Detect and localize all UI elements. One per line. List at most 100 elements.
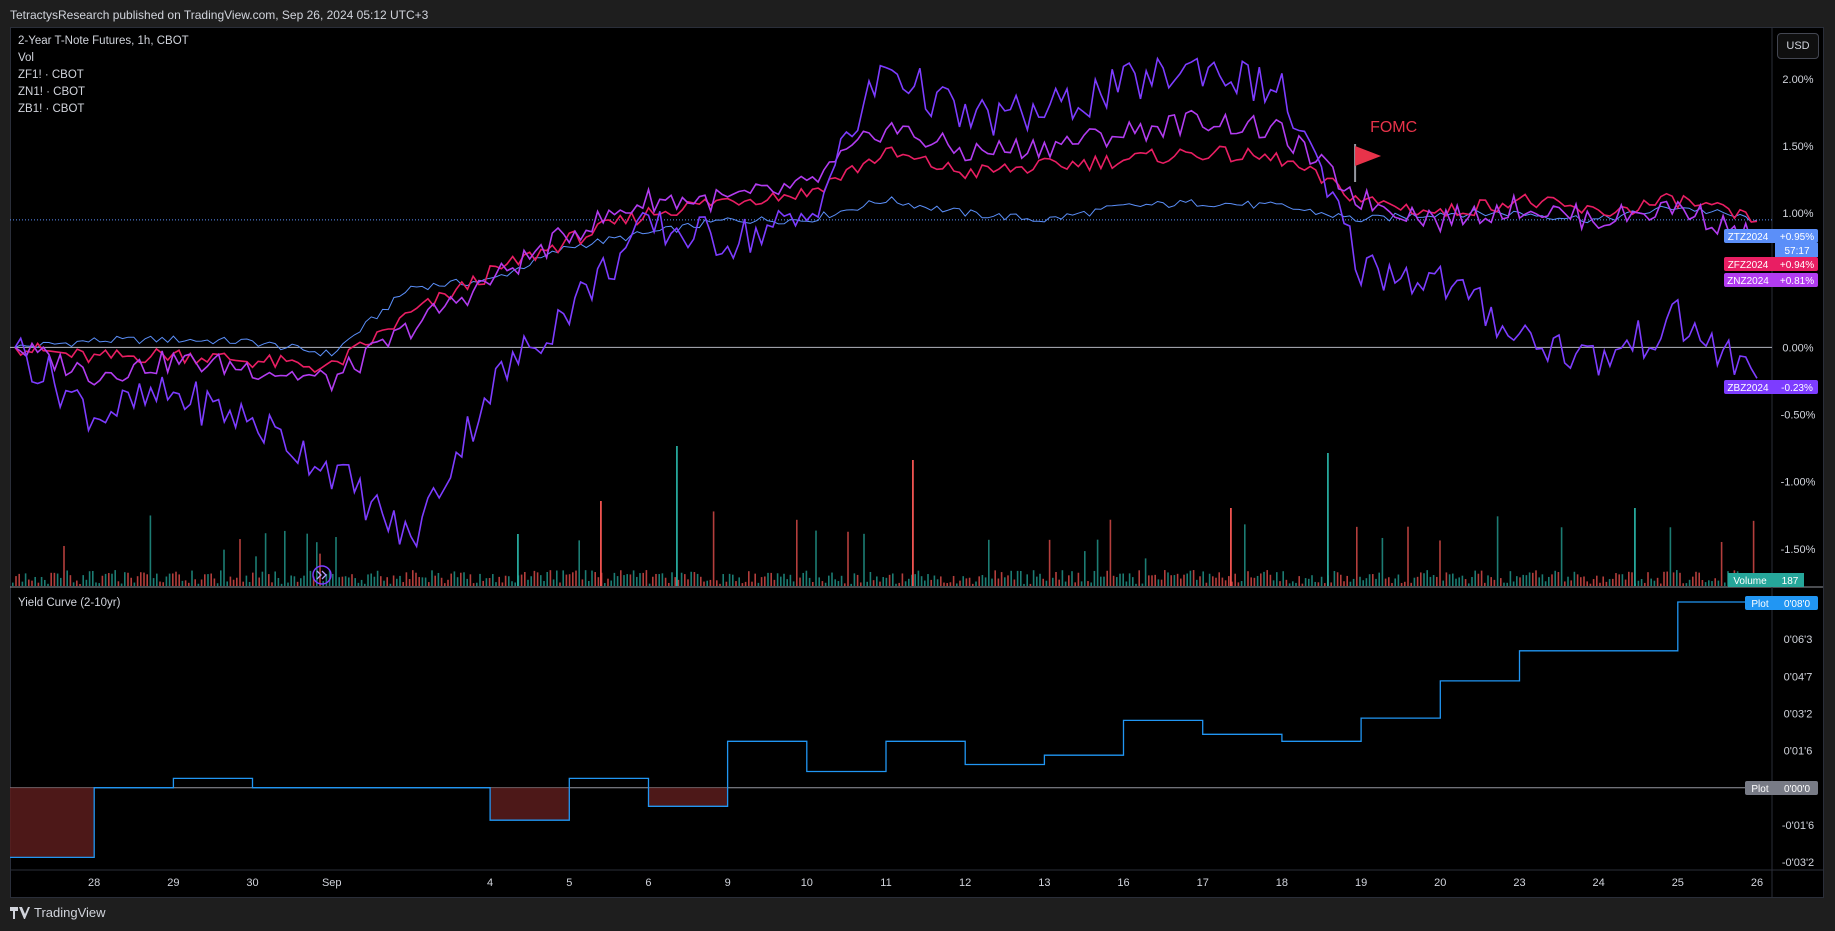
volume-bar bbox=[1064, 581, 1067, 586]
x-tick-label: 6 bbox=[645, 877, 651, 889]
volume-bar bbox=[866, 581, 868, 586]
volume-bar bbox=[1230, 508, 1232, 586]
volume-bar bbox=[1071, 571, 1073, 586]
volume-bar bbox=[1250, 577, 1252, 586]
volume-bar bbox=[31, 580, 33, 586]
negative-spread-area bbox=[648, 787, 728, 807]
y-tick-label: 0.00% bbox=[1782, 342, 1813, 354]
x-tick-label: 18 bbox=[1276, 877, 1288, 889]
countdown-text: 57:17 bbox=[1784, 246, 1809, 257]
volume-bar bbox=[1103, 576, 1105, 586]
volume-bar bbox=[1423, 573, 1425, 586]
volume-bar bbox=[930, 579, 932, 586]
volume-bar bbox=[856, 574, 859, 586]
volume-bar bbox=[1052, 577, 1054, 586]
volume-bar bbox=[274, 571, 276, 586]
legend-zb[interactable]: ZB1! · CBOT bbox=[18, 103, 85, 115]
volume-bar bbox=[367, 574, 369, 586]
volume-bar bbox=[1432, 575, 1435, 586]
volume-bar bbox=[1269, 574, 1272, 586]
volume-bar bbox=[575, 570, 577, 586]
volume-bar bbox=[412, 570, 414, 586]
volume-bar bbox=[600, 501, 602, 586]
volume-bar bbox=[748, 571, 750, 586]
volume-bar bbox=[1292, 581, 1294, 586]
volume-bar bbox=[1512, 581, 1515, 586]
volume-bar bbox=[700, 576, 702, 586]
currency-button[interactable]: USD bbox=[1777, 33, 1819, 59]
volume-bar bbox=[1551, 574, 1553, 586]
volume-bar bbox=[581, 579, 584, 586]
volume-bar bbox=[1621, 574, 1624, 586]
volume-bar bbox=[1608, 579, 1611, 586]
volume-bar bbox=[149, 515, 152, 586]
volume-bar bbox=[1448, 574, 1451, 586]
volume-bar bbox=[1628, 571, 1630, 586]
fomc-flag[interactable]: FOMC bbox=[1354, 119, 1417, 182]
volume-bar bbox=[912, 460, 914, 586]
volume-bar bbox=[40, 576, 43, 586]
volume-bar bbox=[1663, 571, 1665, 586]
volume-bar bbox=[1048, 539, 1051, 586]
volume-bar bbox=[1068, 575, 1070, 586]
volume-bar bbox=[1573, 571, 1576, 586]
legend-title[interactable]: 2-Year T-Note Futures, 1h, CBOT bbox=[18, 35, 189, 47]
volume-bar bbox=[1304, 578, 1307, 586]
volume-bar bbox=[1100, 576, 1102, 586]
legend-vol[interactable]: Vol bbox=[18, 52, 34, 64]
volume-bar bbox=[828, 575, 830, 586]
volume-bar bbox=[229, 576, 232, 586]
volume-bar bbox=[1109, 519, 1112, 586]
volume-bar bbox=[546, 571, 548, 586]
volume-bar bbox=[1682, 583, 1684, 586]
volume-bar bbox=[994, 570, 996, 586]
x-tick-label: 17 bbox=[1197, 877, 1209, 889]
price-label-zbz2024 bbox=[1724, 380, 1818, 394]
volume-bar bbox=[328, 570, 331, 586]
legend-zf[interactable]: ZF1! · CBOT bbox=[18, 69, 84, 81]
volume-bar bbox=[853, 573, 856, 586]
volume-bar bbox=[1340, 574, 1342, 586]
volume-bar bbox=[130, 577, 132, 586]
volume-bar bbox=[85, 579, 88, 586]
volume-bar bbox=[1717, 580, 1720, 586]
volume-bar bbox=[1669, 527, 1672, 586]
volume-bar bbox=[312, 576, 315, 586]
volume-bar bbox=[92, 570, 94, 586]
flag-icon bbox=[1355, 146, 1382, 166]
volume-bar bbox=[303, 575, 305, 586]
volume-bar bbox=[831, 572, 833, 586]
volume-bar bbox=[792, 581, 795, 586]
price-label-value: +0.95% bbox=[1780, 232, 1814, 243]
volume-bar bbox=[469, 574, 472, 586]
volume-bar bbox=[783, 573, 785, 586]
x-tick-label: 9 bbox=[725, 877, 731, 889]
volume-bar bbox=[175, 571, 177, 586]
volume-bar bbox=[690, 571, 692, 586]
volume-bar bbox=[1586, 581, 1588, 586]
volume-bar bbox=[1471, 577, 1473, 586]
volume-bar bbox=[607, 578, 609, 586]
volume-bar bbox=[655, 573, 657, 586]
yield-title[interactable]: Yield Curve (2-10yr) bbox=[18, 597, 121, 609]
volume-bar bbox=[1381, 537, 1384, 586]
volume-bar bbox=[392, 575, 395, 586]
legend-zn[interactable]: ZN1! · CBOT bbox=[18, 86, 86, 98]
volume-bar bbox=[1637, 580, 1640, 586]
volume-bar bbox=[552, 579, 555, 586]
volume-bar bbox=[924, 580, 926, 586]
yield-plot-label-value: 0'08'0 bbox=[1784, 599, 1811, 610]
volume-bar bbox=[485, 578, 488, 586]
volume-bar bbox=[610, 580, 612, 586]
volume-bar bbox=[1301, 583, 1304, 586]
volume-bar bbox=[943, 582, 945, 586]
volume-bar bbox=[1416, 576, 1419, 586]
tradingview-branding[interactable]: TradingView bbox=[10, 905, 106, 920]
volume-bar bbox=[1656, 577, 1659, 586]
volume-bar bbox=[728, 573, 731, 586]
volume-bar bbox=[1212, 576, 1214, 586]
volume-bar bbox=[1378, 572, 1380, 586]
volume-bar bbox=[850, 583, 852, 586]
y-tick-label: 1.00% bbox=[1782, 208, 1813, 220]
